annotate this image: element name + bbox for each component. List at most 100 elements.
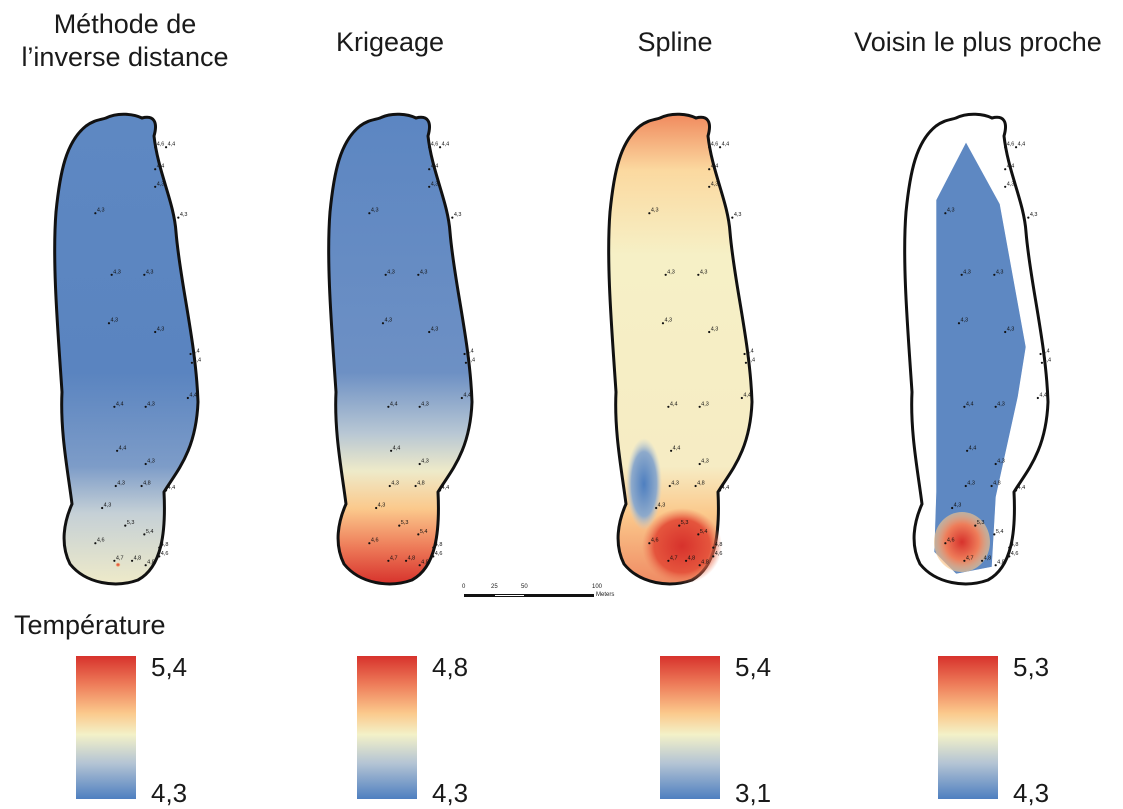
sample-point: [648, 542, 651, 545]
sample-point: [740, 396, 743, 400]
sample-point: [164, 489, 168, 492]
legend-colorbar: [938, 656, 998, 799]
sample-point-label: 4,6: [435, 551, 443, 557]
sample-point-label: 5,3: [977, 520, 985, 526]
sample-point-label: 4,4: [193, 357, 201, 363]
sample-point: [667, 405, 670, 408]
sample-point: [670, 449, 673, 452]
sample-point-label: 4,7: [670, 555, 678, 561]
sample-point: [1036, 396, 1039, 400]
sample-point-label: 4,3: [391, 481, 399, 487]
sample-point-label: 5,3: [401, 520, 409, 526]
sample-point: [417, 273, 420, 276]
sample-point-label: 4,3: [667, 269, 675, 275]
sample-point: [428, 330, 431, 334]
sample-point-label: 4,4: [743, 393, 751, 399]
sample-point-label: 4,4: [116, 401, 124, 407]
sample-point-label: 4,4: [1007, 164, 1015, 170]
scale-tick-25: 25: [491, 584, 498, 590]
legend-title: Température: [14, 610, 166, 640]
sample-point: [664, 273, 667, 276]
legend-max: 5,4: [151, 652, 188, 682]
sample-point-label: 4,3: [420, 269, 428, 275]
sample-point-label: 4,4: [189, 393, 197, 399]
sample-point-label: 5,3: [681, 520, 689, 526]
sample-point-label: 4,4: [442, 485, 450, 491]
legend-colorbar: [660, 656, 720, 799]
sample-point: [418, 405, 421, 408]
scale-seg-1: [464, 594, 494, 597]
sample-point-label: 4,3: [1030, 212, 1038, 218]
sample-point: [655, 506, 658, 510]
sample-point-label: 4,3: [421, 459, 429, 465]
sample-point-label: 4,3: [711, 327, 719, 333]
sample-point: [718, 489, 722, 492]
sample-point: [432, 555, 435, 558]
sample-point: [144, 462, 147, 466]
sample-point-label: 4,8: [408, 555, 416, 561]
sample-point-label: 4,4: [157, 164, 165, 170]
sample-point: [432, 546, 435, 549]
map-idw: 4,6 4,44,44,34,34,34,3 4,34,34,34,44,44,44…: [53, 112, 201, 586]
sample-point-label: 4,3: [113, 269, 121, 275]
sample-point-label: 4,4: [722, 142, 730, 148]
sample-point-label: 4,3: [371, 208, 379, 214]
title-idw-line-1: Méthode de: [53, 9, 197, 39]
sample-point: [1014, 146, 1018, 149]
sample-point-label: 4,3: [664, 318, 672, 324]
sample-point-label: 4,3: [454, 212, 462, 218]
sample-point: [694, 484, 697, 488]
sample-point: [951, 506, 954, 510]
sample-point-label: 5,4: [996, 529, 1004, 535]
sample-point-label: 4,4: [673, 445, 681, 451]
sample-point: [1027, 216, 1030, 219]
sample-point-label: 4,8: [697, 481, 705, 487]
legend-min: 4,3: [151, 778, 188, 808]
sample-point-label: 5,4: [146, 529, 154, 535]
sample-point-label: 4,7: [390, 555, 398, 561]
sample-point: [116, 449, 119, 452]
sample-point: [994, 405, 997, 408]
sample-point: [110, 273, 113, 276]
sample-point: [980, 559, 984, 562]
sample-point-label: 4,3: [147, 459, 155, 465]
sample-point: [1004, 330, 1007, 334]
sample-point-label: 4,3: [431, 181, 439, 187]
sample-point-label: 4,3: [146, 269, 154, 275]
sample-point-label: 4,6: [1011, 551, 1019, 557]
legend-max: 5,4: [735, 652, 772, 682]
sample-point-label: 4,4: [722, 485, 730, 491]
sample-point-label: 4,4: [119, 445, 127, 451]
sample-point: [130, 559, 134, 562]
sample-point-label: 4,3: [421, 401, 429, 407]
sample-point-label: 4,6: [947, 538, 955, 544]
sample-point: [1008, 546, 1011, 549]
sample-point-label: 4,4: [466, 349, 474, 355]
scale-tick-0: 0: [462, 584, 466, 590]
sample-point-label: 4,3: [701, 459, 709, 465]
sample-point-label: 4,8: [143, 481, 151, 487]
sample-point: [1008, 555, 1011, 558]
sample-point: [648, 212, 651, 215]
sample-point: [113, 559, 116, 562]
sample-point-label: 4,6: [715, 551, 723, 557]
title-idw-line-2: l’inverse distance: [21, 42, 229, 72]
sample-point: [144, 405, 147, 408]
sample-point-label: 4,8: [134, 555, 142, 561]
sample-point-label: 4,3: [997, 401, 1005, 407]
sample-point: [708, 146, 711, 149]
sample-point-label: 4,4: [1039, 393, 1047, 399]
legend-min: 3,1: [735, 778, 772, 808]
sample-point-label: 4,3: [960, 318, 968, 324]
sample-point-label: 4,3: [651, 208, 659, 214]
sample-point-label: 4,8: [715, 542, 723, 548]
sample-point-label: 4,3: [157, 181, 165, 187]
sample-point: [143, 533, 146, 536]
sample-point: [661, 322, 665, 325]
sample-point: [164, 146, 168, 149]
sample-point: [990, 484, 993, 488]
title-krigeage: Krigeage: [335, 27, 445, 57]
sample-point: [463, 352, 466, 356]
sample-point: [960, 273, 963, 276]
sample-point-label: 4,3: [147, 401, 155, 407]
